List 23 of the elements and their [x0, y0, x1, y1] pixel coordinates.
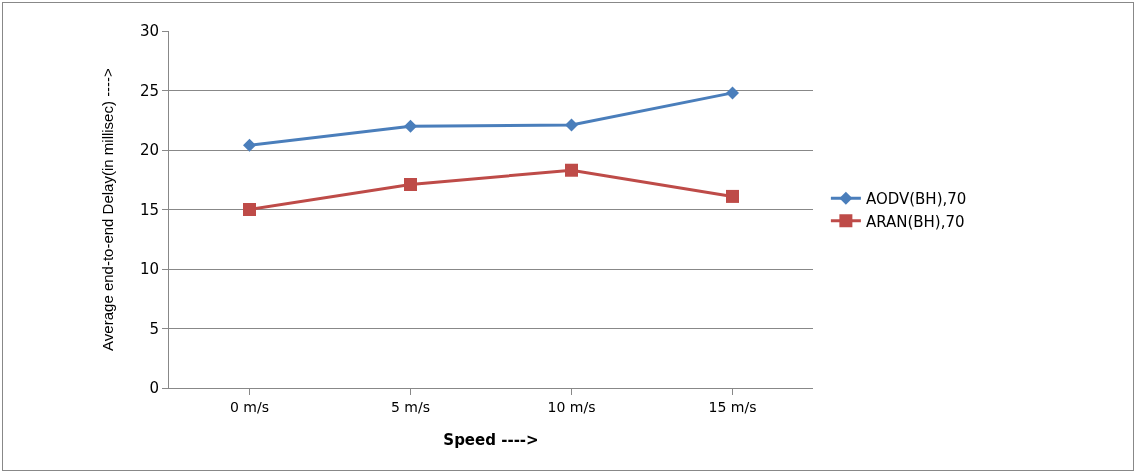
point	[404, 119, 417, 133]
y-tick-label: 30	[139, 22, 159, 41]
point	[726, 189, 739, 203]
x-tick-label: 10 m/s	[547, 398, 596, 415]
x-tick-label: 0 m/s	[229, 398, 270, 415]
point	[565, 163, 578, 177]
y-tick-label: 10	[139, 260, 159, 279]
point	[726, 86, 739, 100]
y-tick-label: 25	[139, 81, 159, 100]
legend-label: ARAN(BH),70	[865, 212, 965, 231]
y-axis-title: Average end-to-end Delay(in millisec) ---->	[99, 67, 117, 351]
x-tick-label: 5 m/s	[390, 398, 431, 415]
point	[565, 118, 578, 132]
legend-label: AODV(BH),70	[865, 190, 967, 209]
y-tick-label: 5	[149, 319, 159, 338]
point	[404, 178, 417, 192]
x-axis-title: Speed ---->	[443, 430, 539, 449]
point	[243, 138, 256, 152]
y-tick-label: 0	[149, 379, 159, 398]
x-tick-label: 15 m/s	[708, 398, 757, 415]
point	[243, 203, 256, 216]
y-tick-label: 20	[139, 141, 159, 160]
y-tick-label: 15	[139, 200, 159, 219]
